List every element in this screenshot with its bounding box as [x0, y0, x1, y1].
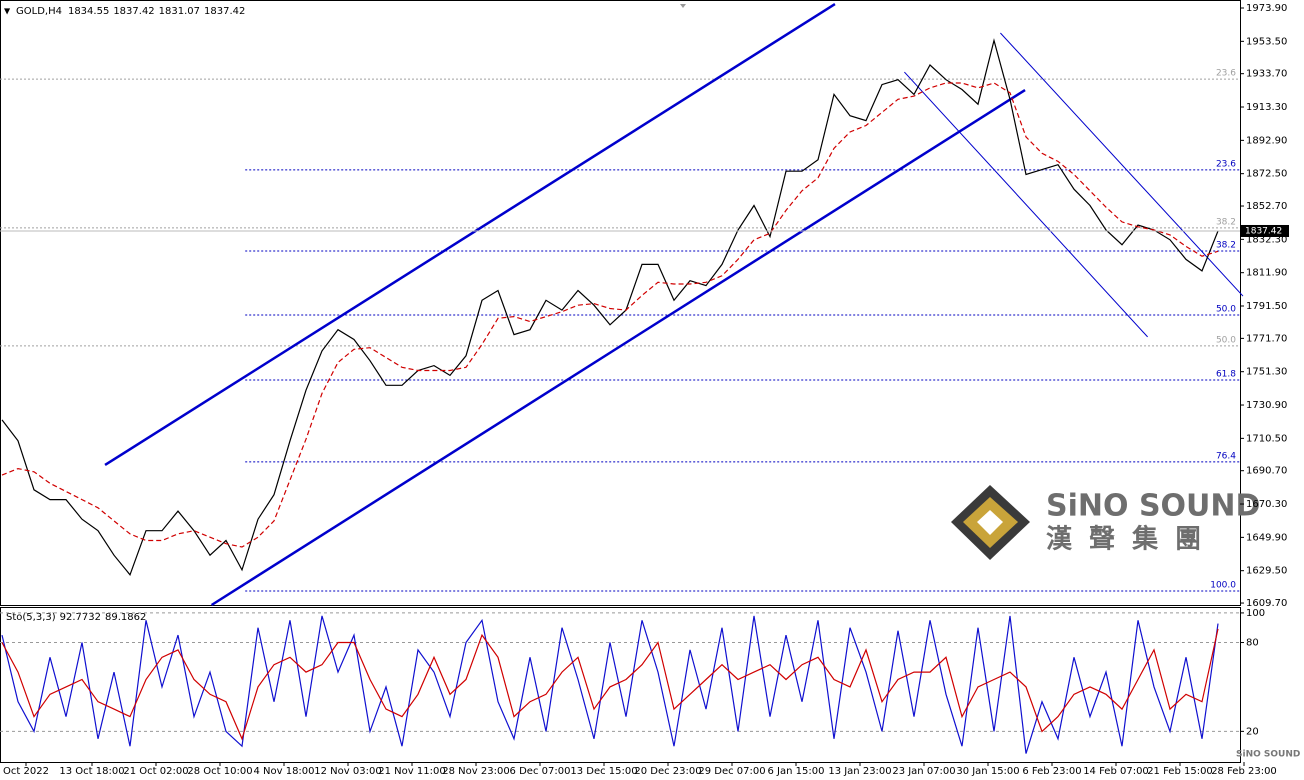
y-tick-label: 1811.90: [1246, 268, 1287, 279]
fib-label: 100.0: [1210, 580, 1236, 590]
y-tick-label: 1892.90: [1246, 135, 1287, 146]
x-tick-label: 21 Feb 15:00: [1147, 766, 1213, 777]
x-tick-label: 6 Jan 15:00: [768, 766, 825, 777]
x-tick-label: 13 Oct 18:00: [59, 766, 124, 777]
price-box: [1241, 224, 1289, 237]
fib-label: 38.2: [1216, 217, 1236, 227]
series-line: [1, 615, 1219, 754]
y-tick-label: 1670.30: [1246, 499, 1287, 510]
y-tick-label: 1649.90: [1246, 532, 1287, 543]
y-tick-label: 1852.70: [1246, 201, 1287, 212]
x-tick-label: 14 Feb 07:00: [1083, 766, 1149, 777]
trend-line: [904, 71, 1148, 338]
x-tick-label: 28 Nov 23:00: [442, 766, 509, 777]
x-tick-label: Oct 2022: [3, 766, 49, 777]
y-tick-label: 1791.50: [1246, 301, 1287, 312]
x-tick-label: 20 Dec 23:00: [634, 766, 701, 777]
x-tick-label: 6 Dec 07:00: [510, 766, 571, 777]
stoch-label: Sto(5,3,3) 92.7732 89.1862: [6, 612, 146, 623]
stoch-signal: 89.1862: [105, 612, 146, 623]
scroll-marker: [680, 4, 686, 8]
y-tick-label: 1872.50: [1246, 169, 1287, 180]
y-tick-label: 1629.50: [1246, 566, 1287, 577]
y-tick-label: 1771.70: [1246, 333, 1287, 344]
close: 1837.42: [204, 6, 245, 17]
y-tick-label: 80: [1246, 638, 1259, 649]
x-tick-label: 13 Jan 23:00: [828, 766, 891, 777]
symbol: GOLD,H4: [16, 6, 62, 17]
stoch-main: 92.7732: [60, 612, 101, 623]
stoch-panel-frame: [0, 607, 1241, 763]
y-tick-label: 100: [1246, 608, 1265, 619]
trend-line: [1000, 32, 1244, 297]
x-tick-label: 29 Dec 07:00: [698, 766, 765, 777]
series-line: [1, 82, 1219, 548]
y-tick-label: 1832.30: [1246, 234, 1287, 245]
menu-arrow: ▼: [4, 7, 11, 16]
fib-label: 23.6: [1216, 159, 1236, 169]
y-tick-label: 20: [1246, 726, 1259, 737]
logo: SiNO SOUND 漢 聲 集 團: [951, 485, 1260, 560]
x-tick-label: 30 Jan 15:00: [956, 766, 1019, 777]
open: 1834.55: [68, 6, 109, 17]
fib-label: 50.0: [1216, 304, 1236, 314]
x-tick-label: 28 Feb 23:00: [1211, 766, 1277, 777]
fib-label: 76.4: [1216, 451, 1236, 461]
logo-name: SiNO SOUND: [1046, 489, 1260, 524]
x-tick-label: 21 Nov 11:00: [378, 766, 445, 777]
price-panel-frame: [0, 0, 1241, 606]
x-tick-label: 23 Jan 07:00: [892, 766, 955, 777]
y-tick-label: 1913.30: [1246, 102, 1287, 113]
y-tick-label: 1751.30: [1246, 367, 1287, 378]
series-line: [1, 38, 1219, 576]
logo-chinese: 漢 聲 集 團: [1046, 524, 1205, 555]
x-tick-label: 4 Nov 18:00: [253, 766, 314, 777]
fib-label: 50.0: [1216, 335, 1236, 345]
header: GOLD,H4 1834.55 1837.42 1831.07 1837.42: [16, 6, 245, 17]
price-label: 1837.42: [1245, 226, 1282, 236]
x-tick-label: 6 Feb 23:00: [1022, 766, 1081, 777]
low: 1831.07: [159, 6, 200, 17]
fib-label: 38.2: [1216, 240, 1236, 250]
y-tick-label: 1690.70: [1246, 466, 1287, 477]
x-tick-label: 21 Oct 02:00: [123, 766, 188, 777]
x-tick-label: 13 Dec 15:00: [570, 766, 637, 777]
high: 1837.42: [113, 6, 154, 17]
x-tick-label: 12 Nov 03:00: [314, 766, 381, 777]
y-tick-label: 1953.50: [1246, 36, 1287, 47]
logo-diamond-core: [977, 510, 1003, 535]
stoch-title: Sto(5,3,3): [6, 612, 56, 623]
y-tick-label: 1933.70: [1246, 69, 1287, 80]
trend-line: [210, 88, 1026, 607]
series-line: [1, 628, 1219, 741]
trend-line: [104, 3, 836, 467]
y-tick-label: 1973.90: [1246, 3, 1287, 14]
y-tick-label: 1609.70: [1246, 598, 1287, 609]
watermark: SiNO SOUND: [1236, 750, 1300, 760]
y-tick-label: 1710.50: [1246, 433, 1287, 444]
y-tick-label: 1730.90: [1246, 400, 1287, 411]
fib-label: 61.8: [1216, 370, 1236, 380]
x-tick-label: 28 Oct 10:00: [187, 766, 252, 777]
fib-label: 23.6: [1216, 69, 1236, 79]
